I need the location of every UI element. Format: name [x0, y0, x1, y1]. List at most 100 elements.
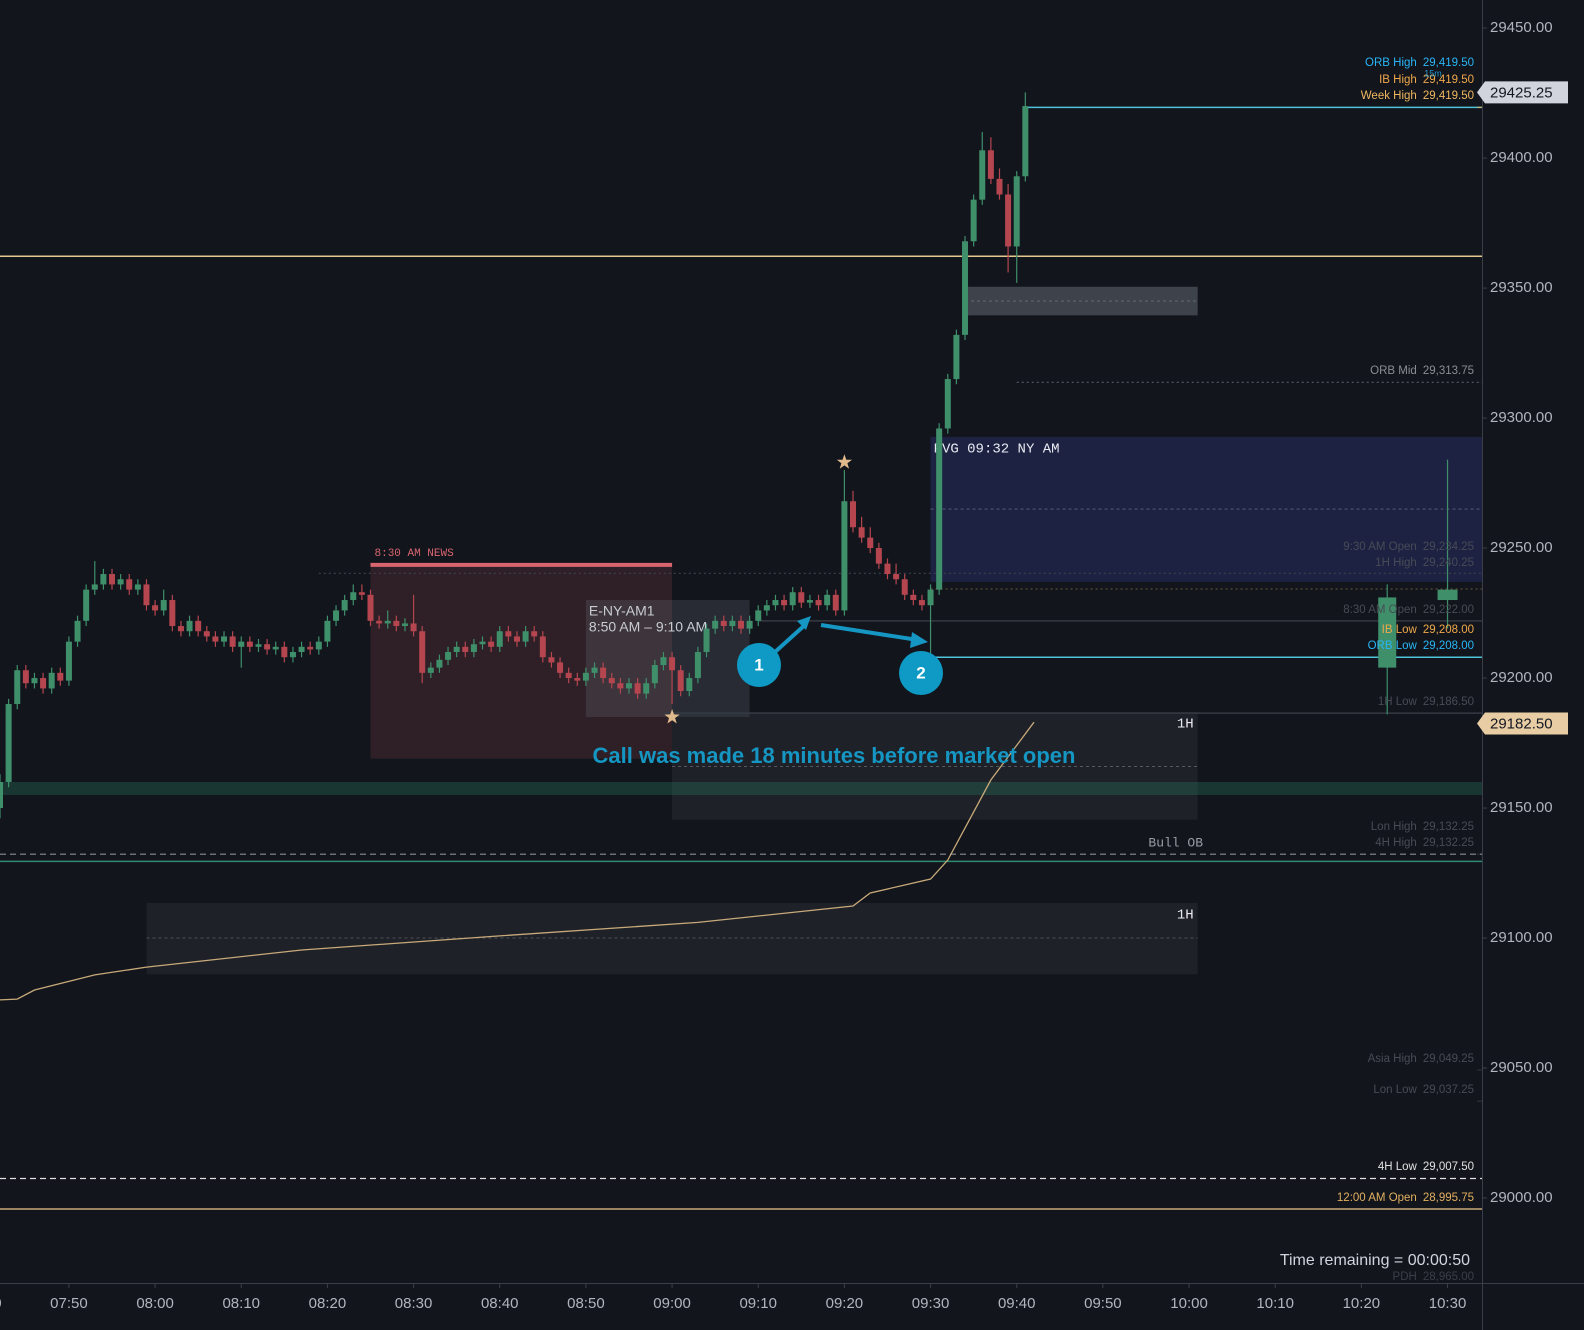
candle-body	[0, 782, 3, 809]
candle-body	[1005, 194, 1012, 247]
candle-body	[858, 527, 865, 538]
candle-body	[557, 662, 564, 673]
level-value: 29,419.50	[1423, 57, 1474, 69]
candle-body	[987, 150, 994, 179]
candle-body	[376, 620, 383, 624]
level-value: 29,240.25	[1423, 557, 1474, 569]
candle-body	[815, 600, 822, 606]
candle-body	[712, 620, 719, 629]
candle-body	[57, 672, 64, 681]
x-tick-label: 09:30	[912, 1295, 950, 1312]
level-label: 4H High 29,132.25	[1375, 837, 1474, 849]
candle-body	[203, 631, 210, 637]
level-name: Asia High	[1368, 1053, 1417, 1065]
candle-body	[548, 657, 555, 663]
x-tick-label: 08:10	[222, 1295, 260, 1312]
x-tick-label: 08:50	[567, 1295, 605, 1312]
candle-body	[824, 594, 831, 606]
bull-ob-label: Bull OB	[1148, 835, 1203, 850]
zone-label: 1H	[1177, 908, 1194, 924]
level-value: 29,234.25	[1423, 541, 1474, 553]
candle-body	[996, 178, 1003, 195]
candle-body	[134, 584, 141, 590]
candle-body	[367, 594, 374, 621]
level-name: 4H Low	[1378, 1161, 1418, 1173]
candle-body	[384, 620, 391, 624]
y-tick-label: 29000.00	[1490, 1189, 1553, 1206]
candle-body	[393, 620, 400, 627]
candle-body	[488, 641, 495, 647]
candle-body	[643, 683, 650, 694]
star-marker	[836, 454, 852, 469]
zone-label: E-NY-AM1	[589, 603, 655, 619]
zone-box	[146, 902, 1198, 975]
candle-body	[48, 672, 55, 689]
candle-body	[910, 594, 917, 601]
candle-body	[14, 670, 21, 705]
candle-body	[651, 665, 658, 684]
level-value: 29,186.50	[1423, 696, 1474, 708]
x-tick-label: 08:20	[309, 1295, 347, 1312]
zone-box	[0, 782, 1482, 796]
candle-body	[298, 646, 305, 653]
price-label-box	[1477, 81, 1568, 104]
candle-body	[574, 678, 581, 681]
level-name: 1H Low	[1378, 696, 1418, 708]
zone-sublabel: 8:50 AM – 9:10 AM	[589, 619, 707, 635]
price-label: 29425.25	[1490, 84, 1553, 101]
level-label: 1H Low 29,186.50	[1378, 696, 1474, 708]
y-tick-label: 29350.00	[1490, 279, 1553, 296]
candle-body	[212, 636, 219, 642]
y-tick-label: 29150.00	[1490, 799, 1553, 816]
candle-body	[358, 592, 365, 595]
callout-circle	[737, 643, 781, 687]
x-tick-label: 10:30	[1429, 1295, 1467, 1312]
arrow	[820, 623, 919, 642]
candle-body	[832, 594, 839, 611]
candle-body	[806, 600, 813, 603]
candle-body	[281, 646, 288, 658]
timeframe-label: 15m	[1424, 68, 1442, 78]
candle-body	[289, 652, 296, 658]
level-name: 9:30 AM Open	[1343, 541, 1417, 553]
countdown: Time remaining = 00:00:50	[1280, 1252, 1470, 1269]
level-name: 12:00 AM Open	[1337, 1192, 1417, 1204]
level-value: 29,132.25	[1423, 821, 1474, 833]
level-value: 29,208.00	[1423, 640, 1474, 652]
level-name: 8:30 AM Open	[1343, 604, 1417, 616]
annotation-note: Call was made 18 minutes before market o…	[593, 743, 1076, 768]
y-tick-label: 29450.00	[1490, 19, 1553, 36]
candle-body	[660, 657, 667, 666]
candle-body	[634, 683, 641, 694]
callout-circle	[899, 651, 943, 695]
zone-box	[585, 600, 750, 718]
x-tick-label: 10:20	[1343, 1295, 1381, 1312]
candle-body	[31, 678, 38, 684]
x-tick-label: 09:40	[998, 1295, 1036, 1312]
candle-body	[772, 600, 779, 606]
candle-body	[453, 646, 460, 653]
level-value: 29,208.00	[1423, 624, 1474, 636]
candle-body	[221, 636, 228, 642]
candle-body	[109, 574, 116, 585]
candle-body	[970, 199, 977, 242]
level-label: 9:30 AM Open 29,234.25	[1343, 541, 1474, 553]
arrow	[773, 622, 808, 654]
candle-body	[272, 646, 279, 650]
star-marker	[664, 709, 680, 724]
arrowhead	[797, 616, 811, 630]
candle-body	[1437, 589, 1458, 601]
level-value: 29,037.25	[1423, 1084, 1474, 1096]
y-tick-label: 29050.00	[1490, 1059, 1553, 1076]
candle-body	[419, 631, 426, 673]
level-label: 1H High 29,240.25	[1375, 557, 1474, 569]
candle-body	[608, 678, 615, 684]
level-name: ORB High	[1365, 57, 1417, 69]
x-tick-label: 08:40	[481, 1295, 519, 1312]
y-tick-label: 29250.00	[1490, 539, 1553, 556]
level-label: Asia High 29,049.25	[1368, 1053, 1474, 1065]
candle-body	[100, 574, 107, 585]
candle-body	[401, 623, 408, 627]
